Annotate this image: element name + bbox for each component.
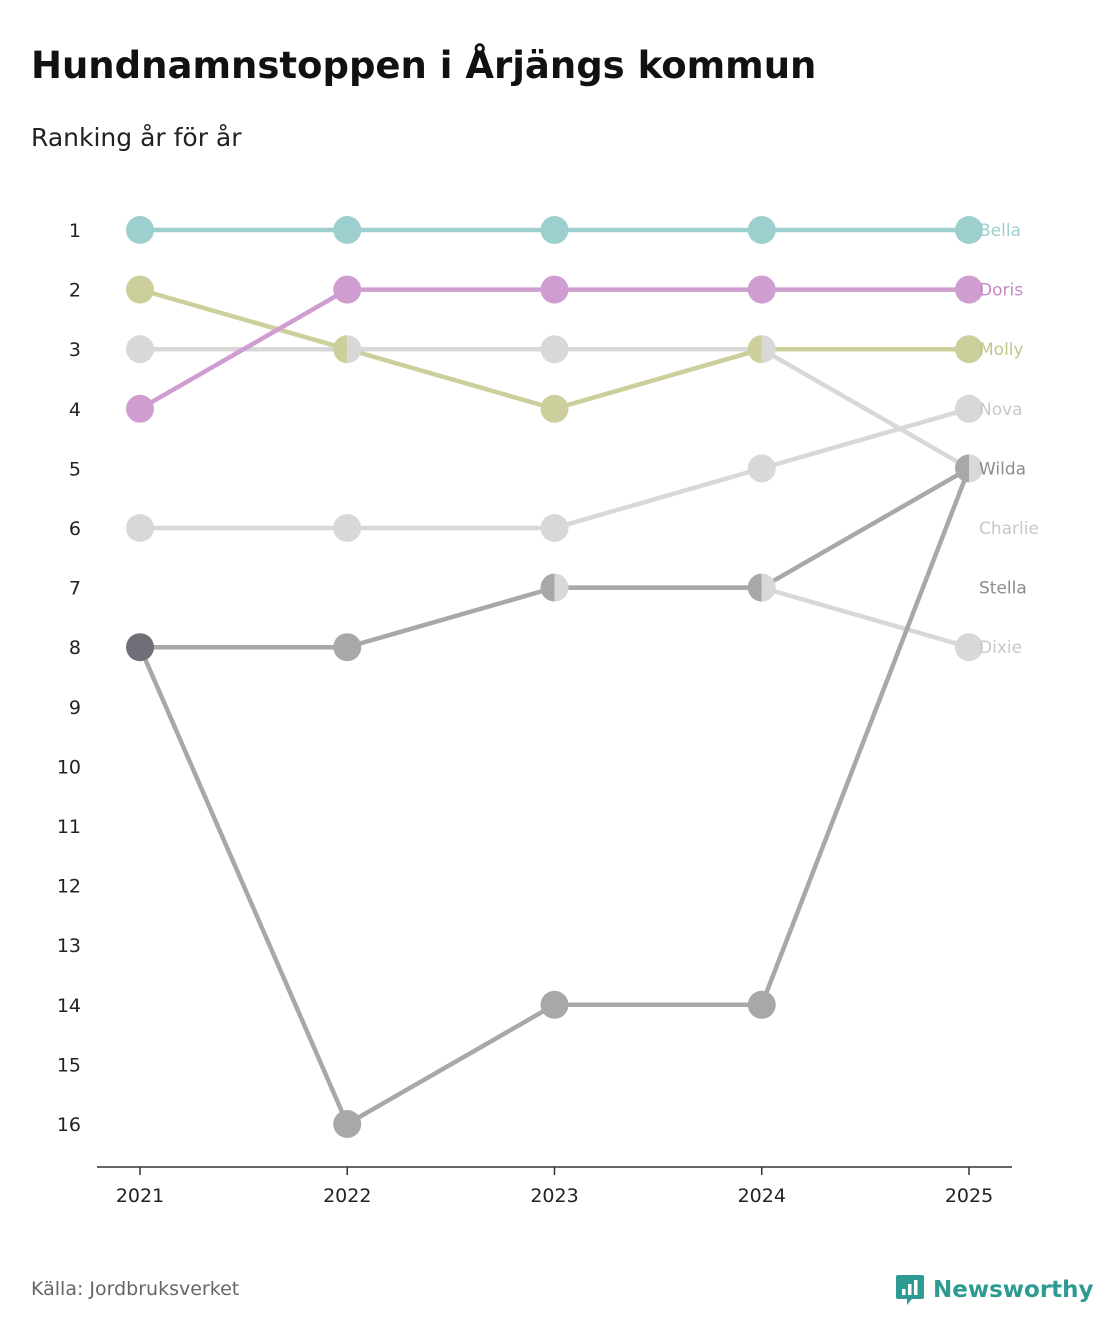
data-point-bella — [126, 216, 154, 244]
data-point-charlie — [126, 335, 154, 364]
data-point-wilda — [333, 1110, 362, 1138]
y-tick-label: 15 — [57, 1054, 81, 1076]
y-tick-label: 2 — [69, 280, 81, 302]
data-point-molly — [747, 335, 762, 364]
series-label-bella: Bella — [979, 221, 1021, 241]
data-point-stella — [540, 573, 555, 602]
data-point-stella — [747, 573, 762, 602]
y-tick-label: 4 — [69, 399, 81, 421]
chart-subtitle: Ranking år för år — [31, 123, 242, 152]
y-tick-label: 13 — [57, 935, 81, 957]
brand-logo: Newsworthy — [895, 1273, 1094, 1307]
data-point-doris — [540, 275, 569, 304]
y-tick-label: 1 — [69, 220, 81, 242]
data-point-charlie — [969, 454, 983, 483]
data-point-doris — [126, 394, 154, 423]
y-tick-label: 10 — [57, 756, 81, 778]
data-point-bella — [333, 216, 362, 244]
series-line-stella — [137, 466, 972, 650]
series-line-nova — [137, 406, 972, 531]
brand-name: Newsworthy — [933, 1277, 1094, 1303]
data-point-nova — [333, 514, 362, 542]
y-tick-label: 7 — [69, 578, 81, 600]
data-point-bella — [747, 216, 776, 244]
source-note: Källa: Jordbruksverket — [31, 1278, 240, 1300]
x-tick-label: 2023 — [530, 1185, 578, 1207]
y-tick-label: 6 — [69, 518, 81, 540]
data-point-nova — [955, 394, 983, 423]
data-point-wilda — [747, 990, 776, 1019]
y-tick-label: 5 — [69, 458, 81, 480]
series-label-stella: Stella — [979, 579, 1027, 599]
y-tick-label: 8 — [69, 637, 81, 659]
data-point-molly — [333, 335, 348, 364]
data-point-molly — [955, 335, 983, 364]
data-point-doris — [955, 275, 983, 304]
data-point-charlie — [761, 335, 776, 364]
data-point-doris — [333, 275, 362, 304]
data-point-doris — [747, 275, 776, 304]
chart-title: Hundnamnstoppen i Årjängs kommun — [31, 44, 817, 87]
data-point-bella — [955, 216, 983, 244]
data-point-nova — [126, 514, 154, 542]
newsworthy-logo-icon — [896, 1275, 924, 1305]
data-point-molly — [126, 275, 154, 304]
series-label-dixie: Dixie — [979, 638, 1022, 658]
y-tick-label: 3 — [69, 339, 81, 361]
data-point-charlie — [540, 335, 569, 364]
data-point-bella — [540, 216, 569, 244]
data-point-wilda — [955, 454, 969, 483]
data-point-nova — [540, 514, 569, 542]
series-line-wilda — [137, 466, 972, 1127]
x-tick-label: 2021 — [116, 1185, 164, 1207]
data-point-dixie — [554, 573, 569, 602]
series-label-doris: Doris — [979, 281, 1023, 301]
y-tick-label: 14 — [57, 995, 81, 1017]
y-tick-label: 12 — [57, 876, 81, 898]
data-point-wilda — [540, 990, 569, 1019]
y-tick-label: 9 — [69, 697, 81, 719]
series-label-molly: Molly — [979, 340, 1024, 360]
data-point-dixie — [761, 573, 776, 602]
data-point-stella — [333, 633, 362, 662]
x-tick-label: 2022 — [323, 1185, 371, 1207]
y-tick-label: 16 — [57, 1114, 81, 1136]
series-label-charlie: Charlie — [979, 519, 1039, 539]
y-tick-label: 11 — [57, 816, 81, 838]
data-point-nova — [747, 454, 776, 483]
data-point-molly — [540, 394, 569, 423]
series-label-wilda: Wilda — [979, 459, 1026, 479]
series-label-nova: Nova — [979, 400, 1023, 420]
data-point-wilda-stella — [126, 633, 154, 662]
data-point-charlie — [347, 335, 362, 364]
data-point-dixie — [955, 633, 983, 662]
x-tick-label: 2025 — [945, 1185, 993, 1207]
x-tick-label: 2024 — [738, 1185, 786, 1207]
